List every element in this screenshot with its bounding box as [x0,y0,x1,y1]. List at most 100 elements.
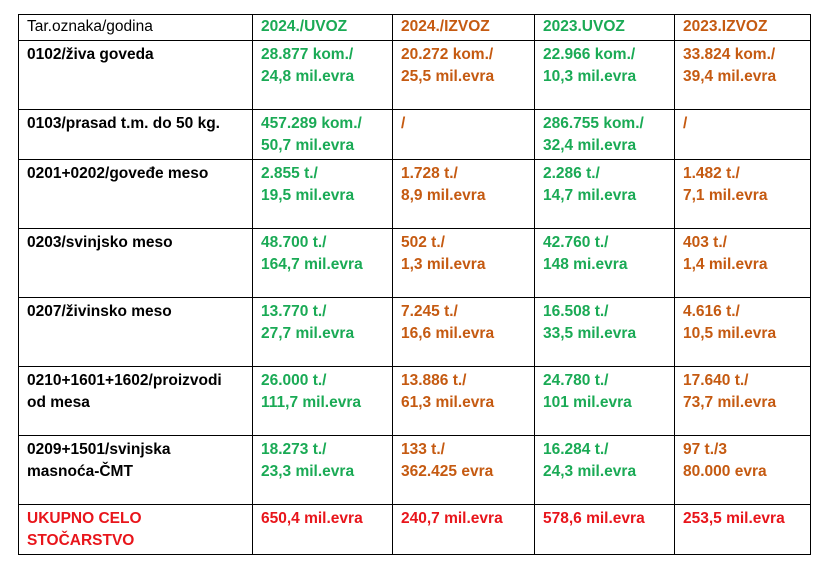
cell-quantity: 20.272 kom./ [401,46,494,63]
trade-table: Tar.oznaka/godina 2024./UVOZ 2024./IZVOZ… [18,14,811,555]
cell-2023-import: 16.508 t./ 33,5 mil.evra [534,297,675,367]
row-label: 0210+1601+1602/proizvodi [27,372,222,389]
row-label: 0209+1501/svinjska [27,441,171,458]
cell-2024-import: 18.273 t./ 23,3 mil.evra [252,435,393,505]
header-2023-export: 2023.IZVOZ [674,14,811,41]
cell-2024-import: 13.770 t./ 27,7 mil.evra [252,297,393,367]
cell-quantity: 13.886 t./ [401,372,467,389]
cell-2024-export: 1.728 t./ 8,9 mil.evra [392,159,535,229]
cell-quantity: 133 t./ [401,441,445,458]
cell-2024-export: 7.245 t./ 16,6 mil.evra [392,297,535,367]
cell-quantity: 48.700 t./ [261,234,327,251]
row-label-cell: 0209+1501/svinjska masnoća-ČMT [18,435,253,505]
table-row: 0203/svinjsko meso 48.700 t./ 164,7 mil.… [18,228,811,298]
cell-2024-import: 457.289 kom./ 50,7 mil.evra [252,109,393,160]
total-row: UKUPNO CELO STOČARSTVO 650,4 mil.evra 24… [18,504,811,555]
cell-value: 1,4 mil.evra [683,256,768,273]
cell-2023-export: 1.482 t./ 7,1 mil.evra [674,159,811,229]
cell-value: 24,3 mil.evra [543,463,637,480]
cell-quantity: 24.780 t./ [543,372,609,389]
cell-quantity: 42.760 t./ [543,234,609,251]
row-label-cell: 0207/živinsko meso [18,297,253,367]
cell-quantity: 97 t./3 [683,441,727,458]
total-label-cell: UKUPNO CELO STOČARSTVO [18,504,253,555]
cell-quantity: 28.877 kom./ [261,46,354,63]
row-label-cell: 0103/prasad t.m. do 50 kg. [18,109,253,160]
table-row: 0102/živa goveda 28.877 kom./ 24,8 mil.e… [18,40,811,110]
header-label-cell: Tar.oznaka/godina [18,14,253,41]
cell-quantity: 286.755 kom./ [543,115,644,132]
cell-value: 19,5 mil.evra [261,187,355,204]
total-2024-export: 240,7 mil.evra [392,504,535,555]
cell-2024-export: 133 t./ 362.425 evra [392,435,535,505]
cell-2023-import: 286.755 kom./ 32,4 mil.evra [534,109,675,160]
cell-value: 32,4 mil.evra [543,137,637,154]
cell-value: 362.425 evra [401,463,494,480]
cell-quantity: 17.640 t./ [683,372,749,389]
row-label: 0207/živinsko meso [27,303,172,320]
cell-2023-export: 97 t./3 80.000 evra [674,435,811,505]
cell-value: 14,7 mil.evra [543,187,637,204]
cell-2023-export: 17.640 t./ 73,7 mil.evra [674,366,811,436]
cell-value: 24,8 mil.evra [261,68,355,85]
cell-quantity: 457.289 kom./ [261,115,362,132]
cell-2023-export: / [674,109,811,160]
header-2024-export: 2024./IZVOZ [392,14,535,41]
cell-value: 27,7 mil.evra [261,325,355,342]
total-2023-import: 578,6 mil.evra [534,504,675,555]
table-row: 0207/živinsko meso 13.770 t./ 27,7 mil.e… [18,297,811,367]
row-label-cell: 0102/živa goveda [18,40,253,110]
cell-2023-export: 33.824 kom./ 39,4 mil.evra [674,40,811,110]
row-label: 0203/svinjsko meso [27,234,173,251]
header-2024-import: 2024./UVOZ [252,14,393,41]
cell-2023-import: 22.966 kom./ 10,3 mil.evra [534,40,675,110]
cell-quantity: 502 t./ [401,234,445,251]
row-label: 0103/prasad t.m. do 50 kg. [27,115,220,132]
total-2024-import: 650,4 mil.evra [252,504,393,555]
cell-quantity: 26.000 t./ [261,372,327,389]
cell-2023-import: 24.780 t./ 101 mil.evra [534,366,675,436]
cell-value: 10,5 mil.evra [683,325,777,342]
cell-quantity: 16.284 t./ [543,441,609,458]
row-label-cell: 0201+0202/goveđe meso [18,159,253,229]
cell-quantity: 33.824 kom./ [683,46,776,63]
cell-value: 8,9 mil.evra [401,187,486,204]
cell-value: 39,4 mil.evra [683,68,777,85]
cell-value: 23,3 mil.evra [261,463,355,480]
cell-value: 111,7 mil.evra [261,394,361,411]
cell-value: 25,5 mil.evra [401,68,495,85]
cell-quantity: 2.286 t./ [543,165,600,182]
cell-quantity: 1.728 t./ [401,165,458,182]
cell-value: 7,1 mil.evra [683,187,768,204]
cell-value: 16,6 mil.evra [401,325,495,342]
cell-value: 148 mi.evra [543,256,628,273]
cell-2023-import: 42.760 t./ 148 mi.evra [534,228,675,298]
cell-value: 50,7 mil.evra [261,137,355,154]
cell-value: 33,5 mil.evra [543,325,637,342]
cell-quantity: 403 t./ [683,234,727,251]
table-row: 0209+1501/svinjska masnoća-ČMT 18.273 t.… [18,435,811,505]
header-2023-import: 2023.UVOZ [534,14,675,41]
cell-value: 73,7 mil.evra [683,394,777,411]
cell-2023-import: 16.284 t./ 24,3 mil.evra [534,435,675,505]
cell-2024-import: 2.855 t./ 19,5 mil.evra [252,159,393,229]
row-label-continued: masnoća-ČMT [27,463,133,480]
cell-value: 80.000 evra [683,463,767,480]
cell-quantity: 16.508 t./ [543,303,609,320]
row-label: 0102/živa goveda [27,46,154,63]
cell-quantity: / [683,115,688,132]
table-row: 0210+1601+1602/proizvodi od mesa 26.000 … [18,366,811,436]
cell-2023-export: 403 t./ 1,4 mil.evra [674,228,811,298]
cell-value: 101 mil.evra [543,394,632,411]
cell-quantity: 4.616 t./ [683,303,740,320]
cell-2024-import: 28.877 kom./ 24,8 mil.evra [252,40,393,110]
row-label-continued: od mesa [27,394,90,411]
cell-quantity: / [401,115,406,132]
cell-quantity: 2.855 t./ [261,165,318,182]
cell-2024-export: 13.886 t./ 61,3 mil.evra [392,366,535,436]
row-label-cell: 0203/svinjsko meso [18,228,253,298]
cell-2024-export: 502 t./ 1,3 mil.evra [392,228,535,298]
row-label-cell: 0210+1601+1602/proizvodi od mesa [18,366,253,436]
cell-quantity: 7.245 t./ [401,303,458,320]
cell-quantity: 13.770 t./ [261,303,327,320]
